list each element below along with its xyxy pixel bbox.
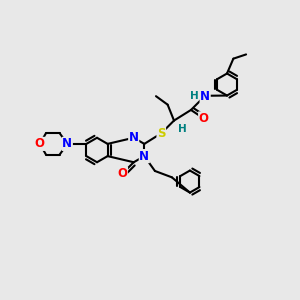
Text: N: N	[200, 90, 210, 103]
Text: H: H	[178, 124, 186, 134]
Text: S: S	[157, 127, 166, 140]
Text: H: H	[190, 91, 198, 101]
Text: O: O	[118, 167, 128, 180]
Text: O: O	[199, 112, 209, 125]
Text: N: N	[62, 137, 72, 150]
Text: N: N	[139, 150, 149, 163]
Text: O: O	[35, 137, 45, 150]
Text: N: N	[129, 131, 139, 144]
